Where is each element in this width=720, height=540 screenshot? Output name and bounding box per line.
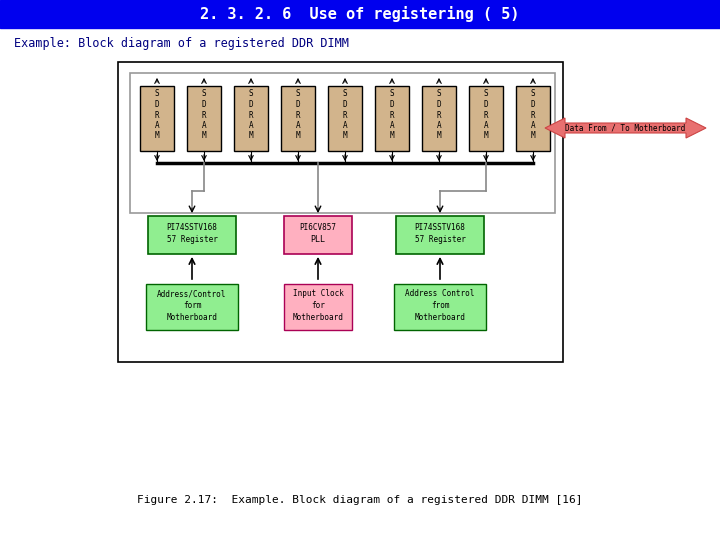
Bar xyxy=(284,284,352,330)
Text: A: A xyxy=(202,121,207,130)
Text: S: S xyxy=(343,90,347,98)
Text: PI74SSTV168: PI74SSTV168 xyxy=(166,224,217,233)
Text: D: D xyxy=(437,100,441,109)
Text: A: A xyxy=(155,121,159,130)
Text: R: R xyxy=(202,111,207,119)
Text: Address Control: Address Control xyxy=(405,289,474,299)
Text: M: M xyxy=(248,132,253,140)
Text: 57 Register: 57 Register xyxy=(166,235,217,245)
Bar xyxy=(284,216,352,254)
Text: Data From / To Motherboard: Data From / To Motherboard xyxy=(565,124,685,132)
Text: Address/Control: Address/Control xyxy=(157,289,227,299)
Bar xyxy=(396,216,484,254)
Text: PLL: PLL xyxy=(310,235,325,245)
Text: A: A xyxy=(484,121,488,130)
Text: D: D xyxy=(296,100,300,109)
Text: M: M xyxy=(390,132,395,140)
Text: from: from xyxy=(431,301,449,310)
Text: A: A xyxy=(437,121,441,130)
Bar xyxy=(140,86,174,151)
Text: A: A xyxy=(343,121,347,130)
Text: 57 Register: 57 Register xyxy=(415,235,465,245)
Bar xyxy=(469,86,503,151)
Text: D: D xyxy=(155,100,159,109)
Bar xyxy=(146,284,238,330)
Text: M: M xyxy=(484,132,488,140)
Text: D: D xyxy=(248,100,253,109)
Text: S: S xyxy=(390,90,395,98)
Text: Input Clock: Input Clock xyxy=(292,289,343,299)
Bar xyxy=(422,86,456,151)
Text: R: R xyxy=(484,111,488,119)
Text: M: M xyxy=(155,132,159,140)
Text: A: A xyxy=(390,121,395,130)
Text: S: S xyxy=(531,90,535,98)
Text: A: A xyxy=(531,121,535,130)
Text: A: A xyxy=(248,121,253,130)
Text: Motherboard: Motherboard xyxy=(292,314,343,322)
Text: R: R xyxy=(343,111,347,119)
Text: A: A xyxy=(296,121,300,130)
Text: R: R xyxy=(531,111,535,119)
Text: Example: Block diagram of a registered DDR DIMM: Example: Block diagram of a registered D… xyxy=(14,37,349,51)
Bar xyxy=(328,86,362,151)
Bar xyxy=(187,86,221,151)
Text: R: R xyxy=(390,111,395,119)
Text: D: D xyxy=(390,100,395,109)
Text: S: S xyxy=(437,90,441,98)
Bar xyxy=(0,0,720,28)
Bar xyxy=(234,86,268,151)
Text: M: M xyxy=(531,132,535,140)
Bar xyxy=(130,73,555,213)
Text: M: M xyxy=(296,132,300,140)
Text: S: S xyxy=(484,90,488,98)
Text: PI6CV857: PI6CV857 xyxy=(300,224,336,233)
Text: S: S xyxy=(202,90,207,98)
Text: M: M xyxy=(343,132,347,140)
Text: D: D xyxy=(343,100,347,109)
Text: S: S xyxy=(296,90,300,98)
Text: D: D xyxy=(202,100,207,109)
Text: M: M xyxy=(202,132,207,140)
Bar xyxy=(394,284,486,330)
Bar xyxy=(281,86,315,151)
Text: R: R xyxy=(296,111,300,119)
Text: M: M xyxy=(437,132,441,140)
Polygon shape xyxy=(545,118,706,138)
Text: for: for xyxy=(311,301,325,310)
Text: D: D xyxy=(484,100,488,109)
Text: R: R xyxy=(248,111,253,119)
Text: Motherboard: Motherboard xyxy=(415,314,465,322)
Text: R: R xyxy=(437,111,441,119)
Text: S: S xyxy=(248,90,253,98)
Text: R: R xyxy=(155,111,159,119)
Text: D: D xyxy=(531,100,535,109)
Bar xyxy=(148,216,236,254)
Bar xyxy=(375,86,409,151)
Text: 2. 3. 2. 6  Use of registering ( 5): 2. 3. 2. 6 Use of registering ( 5) xyxy=(200,6,520,22)
Text: Figure 2.17:  Example. Block diagram of a registered DDR DIMM [16]: Figure 2.17: Example. Block diagram of a… xyxy=(138,495,582,505)
Text: PI74SSTV168: PI74SSTV168 xyxy=(415,224,465,233)
Bar xyxy=(516,86,550,151)
Text: S: S xyxy=(155,90,159,98)
Text: Motherboard: Motherboard xyxy=(166,314,217,322)
Bar xyxy=(118,62,563,362)
Text: form: form xyxy=(183,301,202,310)
